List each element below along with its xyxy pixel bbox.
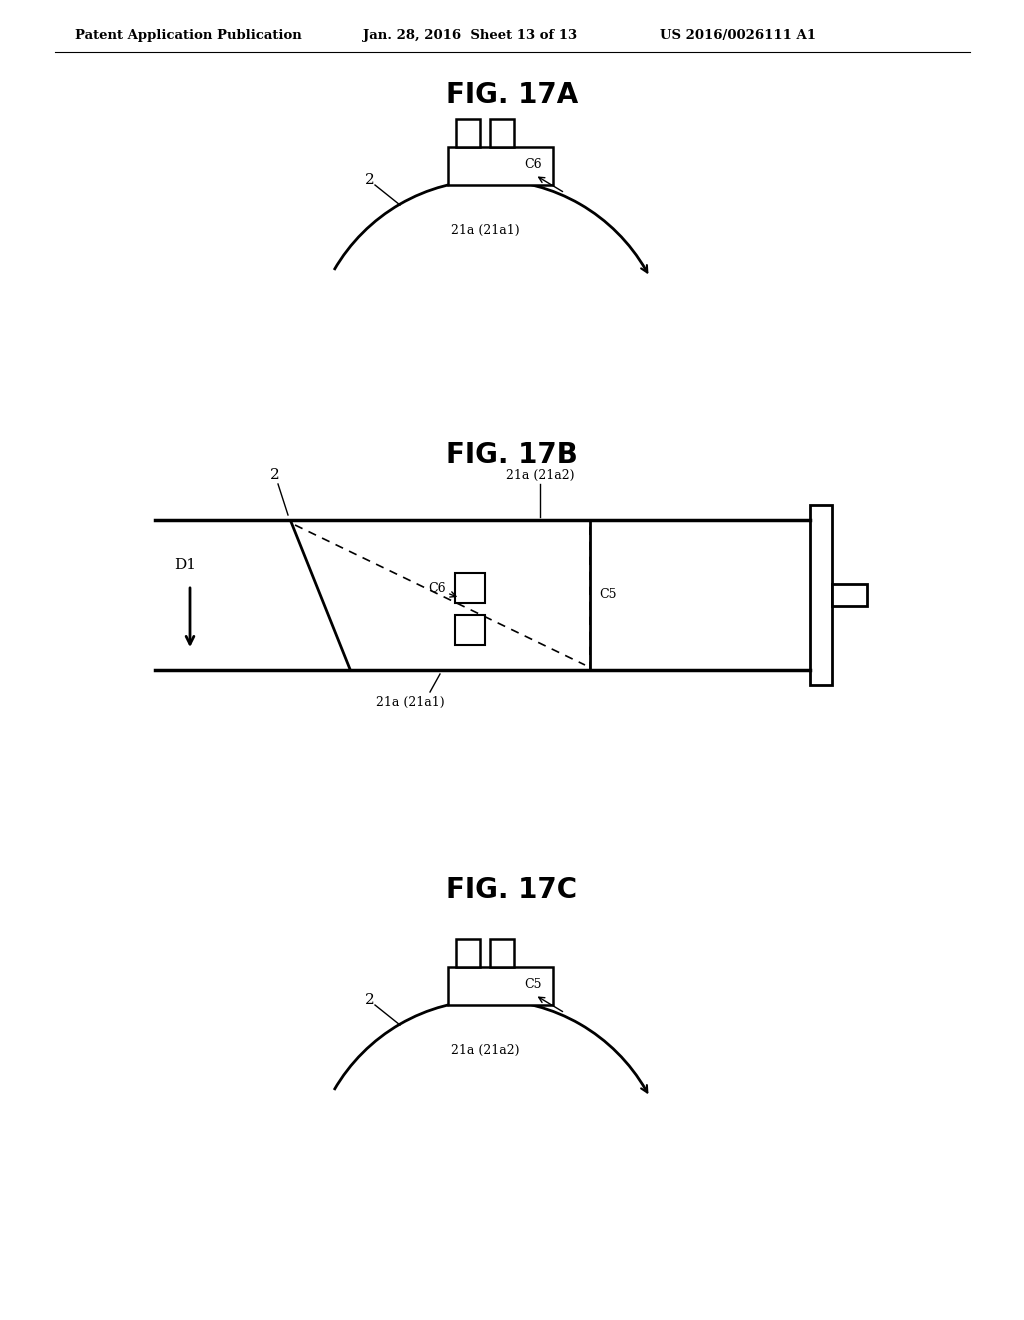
Bar (449, 147, 553, 185)
Text: US 2016/0026111 A1: US 2016/0026111 A1 (660, 29, 816, 41)
Text: C5: C5 (599, 589, 616, 602)
Bar (810, 506, 831, 685)
Text: C6: C6 (524, 158, 542, 172)
Bar (490, 119, 514, 147)
Text: Jan. 28, 2016  Sheet 13 of 13: Jan. 28, 2016 Sheet 13 of 13 (362, 29, 578, 41)
Text: 21a (21a1): 21a (21a1) (451, 223, 519, 236)
Text: C6: C6 (428, 582, 445, 594)
Text: C5: C5 (524, 978, 542, 991)
Text: FIG. 17B: FIG. 17B (446, 441, 578, 469)
Bar (455, 615, 485, 645)
Bar (449, 968, 553, 1005)
Text: 21a (21a1): 21a (21a1) (376, 696, 444, 709)
Bar (490, 939, 514, 968)
Bar (831, 583, 867, 606)
Text: 21a (21a2): 21a (21a2) (451, 1044, 519, 1056)
Text: 2: 2 (366, 993, 375, 1007)
Text: Patent Application Publication: Patent Application Publication (75, 29, 302, 41)
Text: FIG. 17A: FIG. 17A (445, 81, 579, 110)
Text: D1: D1 (174, 558, 196, 572)
Text: 2: 2 (366, 173, 375, 187)
Polygon shape (290, 520, 590, 671)
Bar (456, 119, 480, 147)
Text: FIG. 17C: FIG. 17C (446, 876, 578, 904)
Text: 2: 2 (270, 469, 280, 482)
Bar (456, 939, 480, 968)
Bar (455, 573, 485, 603)
Text: 21a (21a2): 21a (21a2) (506, 469, 574, 482)
